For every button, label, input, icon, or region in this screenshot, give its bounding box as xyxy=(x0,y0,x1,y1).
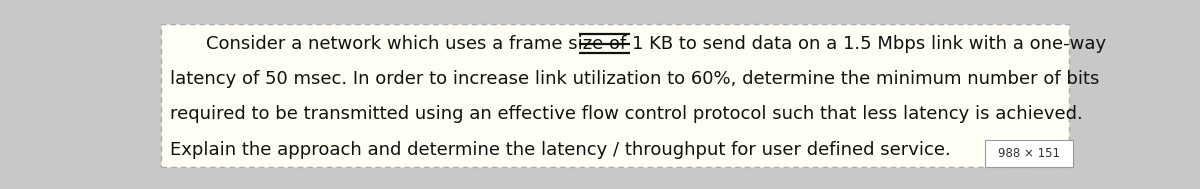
Text: latency of 50 msec. In order to increase link utilization to 60%, determine the : latency of 50 msec. In order to increase… xyxy=(170,70,1100,88)
Text: 988 × 151: 988 × 151 xyxy=(998,147,1061,160)
Text: Consider a network which uses a frame size of 1 KB to send data on a 1.5 Mbps li: Consider a network which uses a frame si… xyxy=(206,35,1106,53)
Text: Explain the approach and determine the latency / throughput for user defined ser: Explain the approach and determine the l… xyxy=(170,141,952,159)
Text: required to be transmitted using an effective flow control protocol such that le: required to be transmitted using an effe… xyxy=(170,105,1084,123)
FancyBboxPatch shape xyxy=(985,140,1074,167)
FancyBboxPatch shape xyxy=(161,24,1069,167)
